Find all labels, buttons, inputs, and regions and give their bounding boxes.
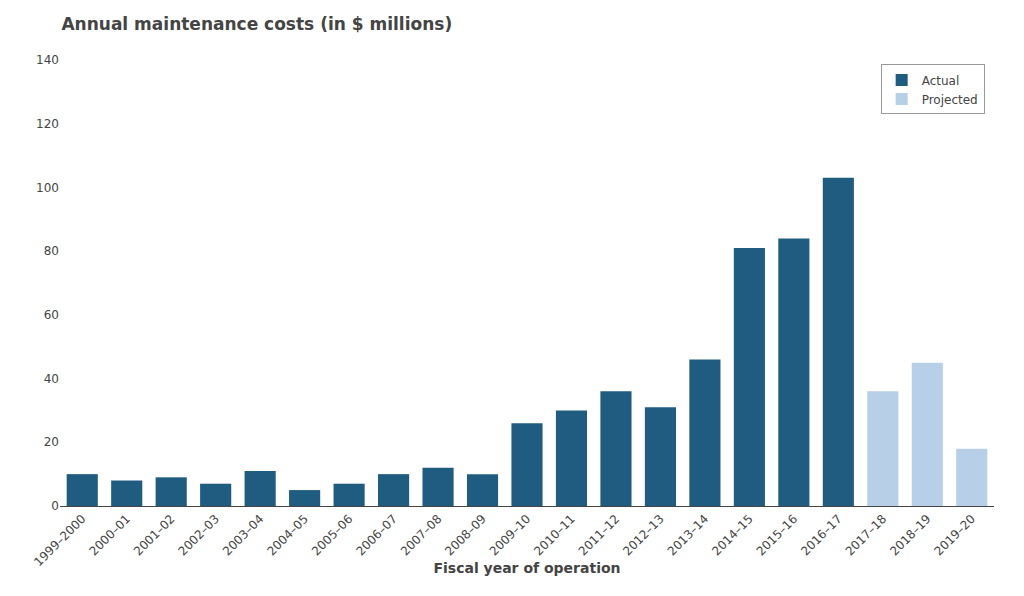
svg-text:100: 100	[36, 181, 59, 195]
svg-text:140: 140	[36, 53, 59, 67]
svg-text:2005–06: 2005–06	[309, 512, 356, 559]
svg-text:2013–14: 2013–14	[665, 512, 712, 559]
svg-text:40: 40	[44, 372, 59, 386]
svg-text:2010–11: 2010–11	[531, 512, 578, 559]
svg-text:60: 60	[44, 308, 59, 322]
svg-text:20: 20	[44, 435, 59, 449]
svg-text:2017–18: 2017–18	[843, 512, 890, 559]
svg-text:2019–20: 2019–20	[932, 512, 979, 559]
svg-text:Annual maintenance costs (in $: Annual maintenance costs (in $ millions)	[61, 14, 452, 34]
svg-text:2002–03: 2002–03	[175, 512, 222, 559]
svg-text:2006–07: 2006–07	[353, 512, 400, 559]
svg-text:2009–10: 2009–10	[487, 512, 534, 559]
svg-text:2008–09: 2008–09	[442, 512, 489, 559]
svg-text:0: 0	[51, 499, 59, 513]
svg-text:2007–08: 2007–08	[398, 512, 445, 559]
svg-text:2012–13: 2012–13	[620, 512, 667, 559]
svg-text:1999–2000: 1999–2000	[31, 512, 88, 569]
svg-text:2014–15: 2014–15	[709, 512, 756, 559]
svg-text:2015–16: 2015–16	[754, 512, 801, 559]
svg-text:80: 80	[44, 244, 59, 258]
svg-text:Fiscal year of operation: Fiscal year of operation	[433, 560, 620, 576]
svg-text:2001–02: 2001–02	[131, 512, 178, 559]
svg-text:120: 120	[36, 117, 59, 131]
svg-text:Projected: Projected	[922, 93, 978, 107]
svg-text:2016–17: 2016–17	[798, 512, 845, 559]
svg-text:2003–04: 2003–04	[220, 512, 267, 559]
svg-text:Actual: Actual	[922, 74, 960, 88]
svg-text:2004–05: 2004–05	[264, 512, 311, 559]
svg-text:2000–01: 2000–01	[87, 512, 134, 559]
svg-text:2018–19: 2018–19	[887, 512, 934, 559]
svg-text:2011–12: 2011–12	[576, 512, 623, 559]
